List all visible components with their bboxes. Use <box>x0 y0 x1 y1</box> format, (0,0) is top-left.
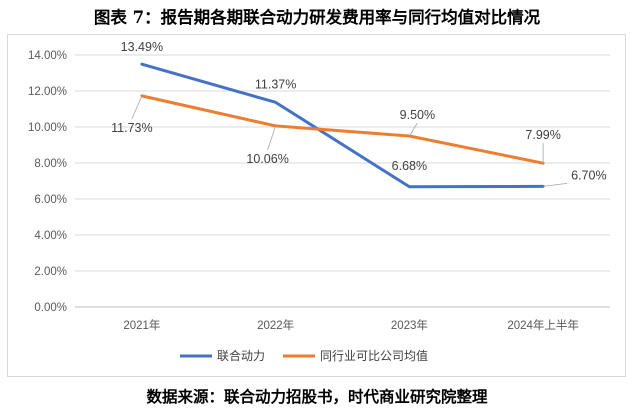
label-leader-line <box>543 183 568 187</box>
x-tick-label: 2023年 <box>391 318 428 332</box>
x-tick-label: 2022年 <box>257 318 294 332</box>
source-note: 数据来源：联合动力招股书，时代商业研究院整理 <box>146 387 488 406</box>
label-leader-line <box>267 125 277 151</box>
series-lines <box>140 62 545 189</box>
x-tick-label: 2024年上半年 <box>507 318 579 332</box>
y-tick-label: 12.00% <box>28 86 67 98</box>
series-line-1 <box>140 62 545 189</box>
data-labels: 13.49% 11.37% 6.68% 6.70% 11.73% 10.06% 9.50% 7… <box>111 40 607 187</box>
y-tick-label: 8.00% <box>34 158 67 170</box>
data-label: 6.68% <box>392 159 427 173</box>
chart-title: 图表 7：报告期各期联合动力研发费用率与同行均值对比情况 <box>93 8 541 27</box>
y-tick-label: 4.00% <box>34 230 67 242</box>
y-tick-label: 0.00% <box>34 302 67 314</box>
data-label: 7.99% <box>525 128 560 142</box>
x-tick-label: 2021年 <box>123 318 160 332</box>
legend: 联合动力 同行业可比公司均值 <box>180 348 428 363</box>
label-leader-line <box>131 95 143 120</box>
data-label: 11.73% <box>111 121 152 135</box>
data-label: 11.37% <box>255 77 296 91</box>
data-label: 13.49% <box>121 40 163 54</box>
legend-label: 联合动力 <box>217 348 265 363</box>
label-leader-line <box>409 122 418 137</box>
x-axis-ticks: 2021年 2022年 2023年 2024年上半年 <box>123 318 579 332</box>
gridlines <box>75 54 610 308</box>
data-label: 9.50% <box>400 108 435 122</box>
series-line-2 <box>140 94 545 165</box>
y-tick-label: 6.00% <box>34 194 67 206</box>
legend-label: 同行业可比公司均值 <box>320 348 428 363</box>
y-tick-label: 14.00% <box>28 50 67 62</box>
y-tick-label: 10.00% <box>28 122 67 134</box>
data-label: 10.06% <box>246 152 288 166</box>
data-label: 6.70% <box>571 168 606 182</box>
y-axis-ticks: 0.00% 2.00% 4.00% 6.00% 8.00% 10.00% 12.00% 14.… <box>28 50 67 314</box>
y-tick-label: 2.00% <box>34 266 67 278</box>
